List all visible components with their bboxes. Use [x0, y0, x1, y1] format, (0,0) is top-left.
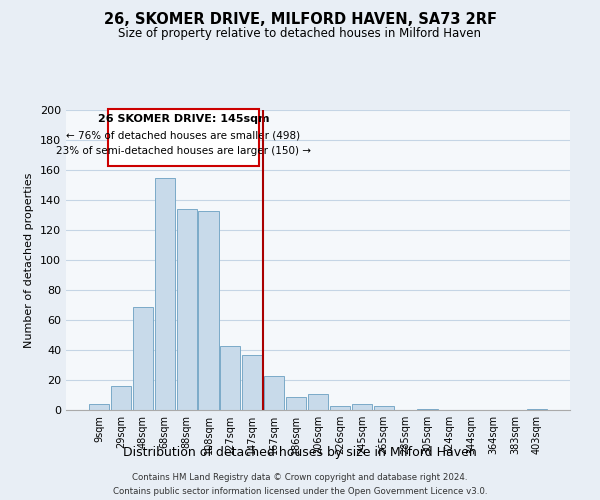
Bar	[199, 210, 218, 410]
Bar	[264, 376, 284, 410]
Text: 26 SKOMER DRIVE: 145sqm: 26 SKOMER DRIVE: 145sqm	[98, 114, 269, 124]
Bar	[155, 178, 175, 410]
FancyBboxPatch shape	[108, 108, 259, 166]
Bar	[527, 408, 547, 410]
Text: 23% of semi-detached houses are larger (150) →: 23% of semi-detached houses are larger (…	[56, 146, 311, 156]
Bar	[330, 406, 350, 410]
Bar	[242, 354, 262, 410]
Bar	[308, 394, 328, 410]
Text: Size of property relative to detached houses in Milford Haven: Size of property relative to detached ho…	[119, 28, 482, 40]
Bar	[133, 306, 153, 410]
Bar	[176, 209, 197, 410]
Bar	[286, 396, 306, 410]
Bar	[418, 408, 437, 410]
Bar	[352, 404, 372, 410]
Text: Contains public sector information licensed under the Open Government Licence v3: Contains public sector information licen…	[113, 486, 487, 496]
Text: Distribution of detached houses by size in Milford Haven: Distribution of detached houses by size …	[123, 446, 477, 459]
Text: 26, SKOMER DRIVE, MILFORD HAVEN, SA73 2RF: 26, SKOMER DRIVE, MILFORD HAVEN, SA73 2R…	[104, 12, 497, 28]
Bar	[89, 404, 109, 410]
Y-axis label: Number of detached properties: Number of detached properties	[25, 172, 34, 348]
Bar	[111, 386, 131, 410]
Text: ← 76% of detached houses are smaller (498): ← 76% of detached houses are smaller (49…	[66, 131, 301, 141]
Bar	[374, 406, 394, 410]
Bar	[220, 346, 241, 410]
Text: Contains HM Land Registry data © Crown copyright and database right 2024.: Contains HM Land Registry data © Crown c…	[132, 473, 468, 482]
